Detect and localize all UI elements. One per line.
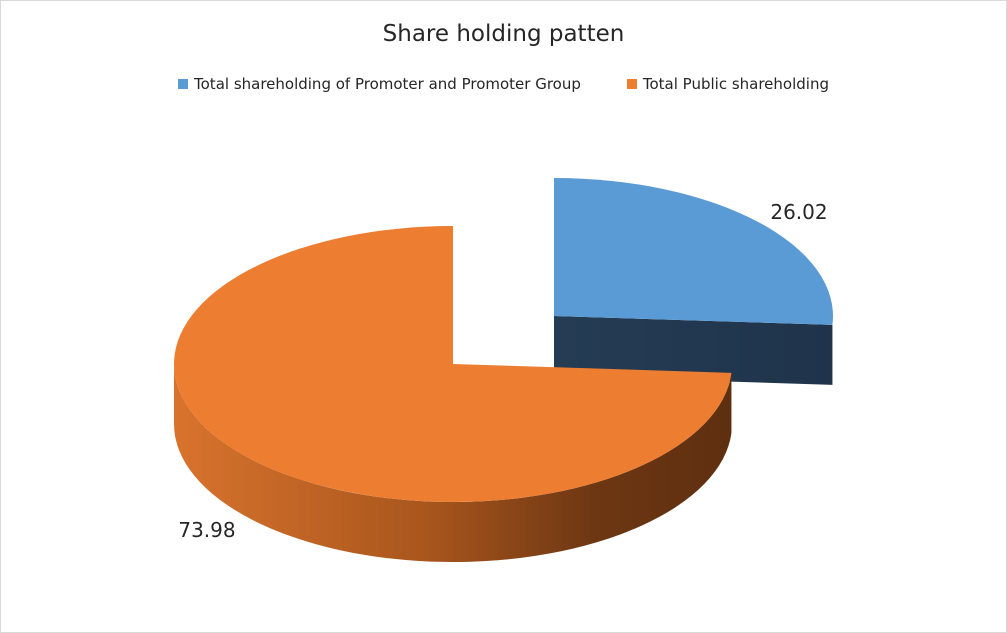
slice-public <box>174 226 732 503</box>
slice-side-public <box>174 364 732 563</box>
legend-label-promoter: Total shareholding of Promoter and Promo… <box>194 75 581 93</box>
slice-side-promoter <box>554 316 833 385</box>
legend-label-public: Total Public shareholding <box>642 75 829 93</box>
legend-entry-public: Total Public shareholding <box>626 75 829 93</box>
data-label-public: 73.98 <box>178 518 235 542</box>
data-label-promoter: 26.02 <box>770 200 827 224</box>
slice-promoter <box>554 178 833 325</box>
legend-swatch-promoter <box>178 79 189 89</box>
chart-title: Share holding patten <box>382 21 625 47</box>
legend-swatch-public <box>626 79 637 89</box>
legend: Total shareholding of Promoter and Promo… <box>1 75 1006 93</box>
legend-entry-promoter: Total shareholding of Promoter and Promo… <box>178 75 581 93</box>
